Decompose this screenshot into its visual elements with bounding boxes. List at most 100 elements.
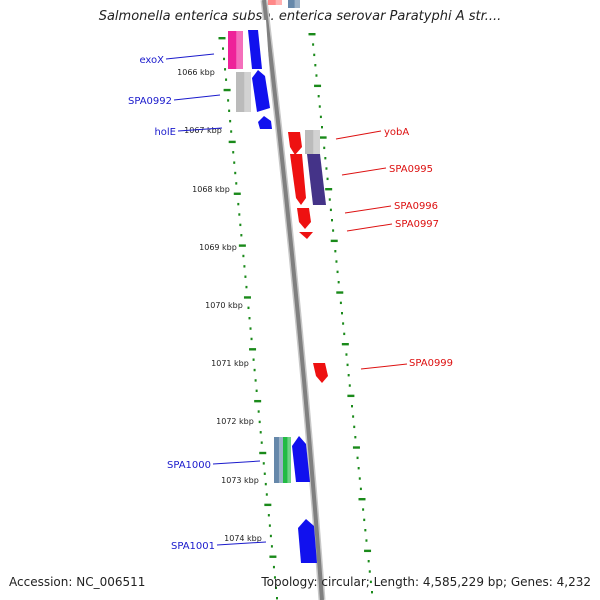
left-tick-mark <box>230 130 233 133</box>
left-tick-mark <box>274 586 277 590</box>
left-tick-mark <box>276 597 278 600</box>
left-tick-mark <box>269 555 277 558</box>
right-tick-mark <box>348 384 351 387</box>
left-tick-mark <box>228 109 231 112</box>
right-tick-mark <box>363 518 366 522</box>
left-tick-mark <box>223 88 231 92</box>
gene-SPA1000-neighbor <box>292 436 310 482</box>
right-tick-mark <box>332 229 335 232</box>
left-tick-mark <box>238 213 241 216</box>
genome-title: Salmonella enterica subsp. enterica sero… <box>98 9 502 24</box>
right-tick-mark <box>357 467 360 470</box>
gene-SPA0992-neighbor <box>252 70 270 112</box>
left-tick-mark <box>244 275 247 278</box>
gene-leader-line <box>165 53 215 60</box>
gene-SPA0999 <box>313 363 328 383</box>
right-tick-mark <box>328 198 331 201</box>
right-tick-mark <box>369 580 372 584</box>
right-tick-mark <box>308 33 316 36</box>
right-tick-mark <box>336 270 339 274</box>
right-tick-mark <box>342 322 345 325</box>
gene-label-SPA0996: SPA0996 <box>394 201 438 212</box>
left-tick-mark <box>269 534 272 538</box>
gene-SPA0996 <box>297 208 311 229</box>
kbp-label: 1068 kbp <box>192 185 230 194</box>
gene-SPA1001 <box>298 519 317 563</box>
gene-label-yobA: yobA <box>384 127 409 138</box>
left-tick-mark <box>225 78 228 81</box>
right-tick-mark <box>341 312 343 315</box>
left-tick-mark <box>264 503 272 507</box>
gene-leader-line <box>360 363 408 370</box>
right-tick-mark <box>321 126 323 129</box>
right-tick-mark <box>371 591 373 594</box>
right-tick-mark <box>343 332 346 336</box>
right-tick-mark <box>351 405 353 408</box>
right-tick-mark <box>368 570 371 573</box>
right-tick-mark <box>353 425 356 429</box>
right-tick-mark <box>347 374 350 377</box>
gene-label-SPA1001: SPA1001 <box>171 541 215 552</box>
right-tick-mark <box>354 436 357 439</box>
left-tick-mark <box>249 327 252 330</box>
right-tick-mark <box>365 539 368 542</box>
kbp-label: 1071 kbp <box>211 359 249 368</box>
accession-label: Accession: NC_006511 <box>9 575 146 589</box>
genome-backbone-core <box>262 0 324 600</box>
right-tick-mark <box>335 260 338 263</box>
left-tick-mark <box>259 431 262 434</box>
left-tick-mark <box>258 420 261 424</box>
topology-label: Topology: circular; Length: 4,585,229 bp… <box>261 575 591 589</box>
right-tick-mark <box>312 43 315 46</box>
left-tick-mark <box>218 37 226 40</box>
right-tick-mark <box>358 498 366 501</box>
kbp-label: 1067 kbp <box>184 126 222 135</box>
left-tick-mark <box>262 462 265 465</box>
left-tick-mark <box>247 306 250 310</box>
right-tick-mark <box>323 146 326 150</box>
gene-SPA0995 <box>290 154 306 205</box>
right-tick-mark <box>315 74 318 77</box>
right-tick-mark <box>331 219 333 222</box>
left-tick-mark <box>272 565 275 569</box>
left-tick-mark <box>248 317 251 320</box>
gene-partial-top <box>268 0 282 5</box>
right-tick-mark <box>337 281 340 284</box>
right-tick-mark <box>367 560 370 563</box>
gene-leader-line <box>212 460 261 465</box>
gene-label-SPA0992: SPA0992 <box>128 96 172 107</box>
right-tick-mark <box>319 115 322 119</box>
right-tick-mark <box>318 105 321 108</box>
gene-label-exoX: exoX <box>139 55 164 66</box>
right-tick-mark <box>359 487 362 491</box>
left-tick-mark <box>255 389 258 392</box>
gene-SPA0997 <box>299 232 313 239</box>
gene-yobA-neighbor <box>305 130 320 154</box>
right-tick-mark <box>339 301 342 305</box>
right-tick-mark <box>347 394 355 398</box>
right-tick-mark <box>364 549 372 553</box>
gene-partial-top <box>288 0 300 8</box>
gene-leader-line <box>341 167 387 176</box>
gene-label-SPA0995: SPA0995 <box>389 164 433 175</box>
gene-label-holE: holE <box>154 127 176 138</box>
kbp-label: 1073 kbp <box>221 476 259 485</box>
right-tick-mark <box>356 456 359 460</box>
right-tick-mark <box>326 177 329 181</box>
gene-SPA0995-neighbor <box>307 154 326 205</box>
gene-leader-line <box>346 223 393 232</box>
left-tick-mark <box>252 358 255 361</box>
kbp-label: 1066 kbp <box>177 68 215 77</box>
left-tick-mark <box>264 482 267 486</box>
gene-label-SPA0997: SPA0997 <box>395 219 439 230</box>
right-tick-mark <box>358 477 361 480</box>
left-tick-mark <box>234 171 237 175</box>
gene-exoX <box>228 31 243 69</box>
left-tick-mark <box>270 545 273 548</box>
gene-SPA1000-neighbor <box>283 437 291 483</box>
left-tick-mark <box>233 192 241 195</box>
right-tick-mark <box>325 188 333 191</box>
right-tick-mark <box>313 53 316 57</box>
left-tick-mark <box>240 234 243 237</box>
left-tick-mark <box>249 348 257 351</box>
